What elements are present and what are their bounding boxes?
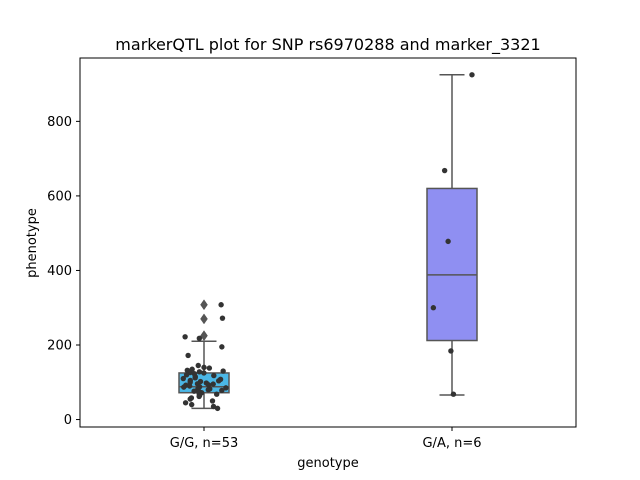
data-point	[445, 238, 451, 245]
data-point	[201, 364, 207, 371]
data-point	[448, 348, 454, 354]
data-point	[218, 302, 224, 308]
y-axis: 0 200 400 600 800	[47, 115, 80, 428]
outlier-marker	[200, 313, 208, 325]
data-point	[209, 398, 216, 404]
data-point	[206, 365, 213, 371]
data-point	[183, 372, 190, 378]
data-point	[192, 375, 198, 381]
data-point	[205, 387, 211, 393]
y-axis-label: phenotype	[25, 208, 40, 278]
data-point	[219, 315, 226, 321]
data-point	[219, 344, 225, 350]
x-tick-label: G/A, n=6	[422, 436, 481, 451]
data-point	[180, 375, 187, 382]
box-group	[178, 299, 230, 412]
data-point	[214, 405, 221, 412]
data-point	[450, 391, 457, 397]
data-point	[220, 368, 226, 374]
outlier-marker	[200, 330, 208, 342]
data-point	[181, 384, 187, 390]
data-point	[211, 372, 217, 379]
x-tick-label: G/G, n=53	[170, 436, 238, 451]
plot-frame	[79, 57, 577, 428]
data-point	[216, 378, 222, 384]
data-point	[201, 370, 207, 376]
data-point	[219, 387, 225, 394]
data-point	[182, 334, 188, 340]
box-iqr	[426, 187, 478, 342]
data-point	[191, 388, 197, 394]
y-tick-label: 800	[47, 115, 72, 130]
data-point	[196, 393, 202, 400]
box-group	[426, 72, 478, 397]
plot-area	[178, 72, 478, 412]
y-tick-label: 200	[47, 339, 72, 354]
data-point	[205, 382, 212, 388]
data-point	[196, 369, 203, 375]
data-point	[196, 335, 203, 341]
data-point	[213, 391, 220, 397]
x-axis: G/G, n=53 G/A, n=6	[170, 427, 482, 451]
data-point	[210, 381, 216, 387]
outlier-marker	[200, 299, 208, 311]
y-tick-label: 600	[47, 189, 72, 204]
data-point	[182, 400, 189, 406]
x-axis-label: genotype	[297, 456, 358, 471]
data-point	[469, 72, 475, 78]
data-point	[210, 403, 217, 410]
data-point	[185, 352, 191, 359]
data-point	[195, 362, 201, 369]
data-point	[223, 385, 229, 391]
data-point	[186, 383, 193, 389]
data-point	[187, 396, 193, 402]
y-tick-label: 400	[47, 264, 72, 279]
y-tick-label: 0	[64, 413, 72, 428]
data-point	[430, 305, 437, 311]
data-point	[188, 401, 195, 408]
chart-title: markerQTL plot for SNP rs6970288 and mar…	[115, 35, 540, 55]
data-point	[441, 167, 448, 174]
